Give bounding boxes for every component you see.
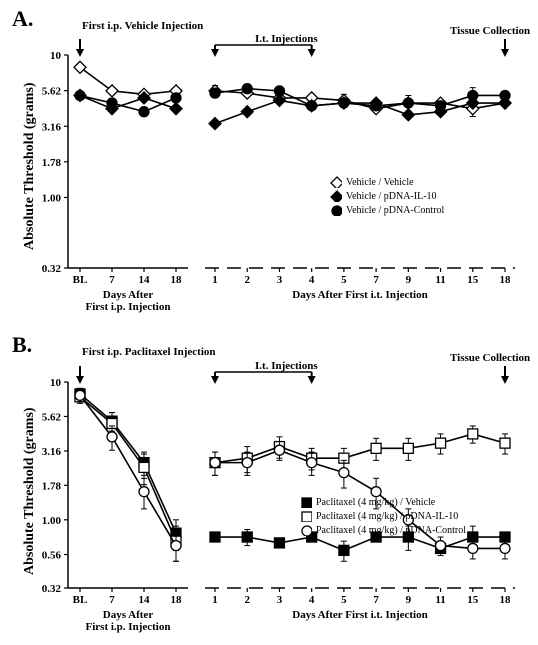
legend-label: Vehicle / pDNA-IL-10	[346, 191, 437, 202]
svg-text:First i.p. Injection: First i.p. Injection	[86, 621, 171, 633]
legend-item: Paclitaxel (4 mg/kg) / pDNA-Control	[300, 523, 466, 537]
svg-text:18: 18	[500, 274, 512, 286]
svg-text:4: 4	[309, 594, 315, 606]
svg-text:1.78: 1.78	[42, 480, 62, 492]
svg-text:Days After: Days After	[103, 609, 154, 621]
legend-label: Vehicle / pDNA-Control	[346, 205, 444, 216]
svg-text:1.78: 1.78	[42, 157, 62, 169]
svg-text:15: 15	[467, 594, 479, 606]
figure: A. Absolute Threshold (grams) First i.p.…	[0, 0, 538, 645]
legend-item: Vehicle / Vehicle	[330, 175, 444, 189]
svg-text:5.62: 5.62	[42, 86, 62, 98]
svg-text:7: 7	[373, 274, 379, 286]
svg-text:2: 2	[244, 274, 250, 286]
svg-text:3.16: 3.16	[42, 446, 62, 458]
svg-text:15: 15	[467, 274, 479, 286]
svg-text:1.00: 1.00	[42, 192, 62, 204]
legend-item: Vehicle / pDNA-Control	[330, 203, 444, 217]
svg-text:9: 9	[406, 274, 412, 286]
svg-text:Days After First i.t. Injecti: Days After First i.t. Injection	[292, 609, 427, 621]
svg-text:10: 10	[50, 50, 62, 62]
panel-b: B. Absolute Threshold (grams) First i.p.…	[0, 330, 538, 645]
svg-text:5: 5	[341, 274, 347, 286]
svg-text:4: 4	[309, 274, 315, 286]
svg-text:3: 3	[277, 594, 283, 606]
svg-text:BL: BL	[73, 594, 88, 606]
legend-item: Vehicle / pDNA-IL-10	[330, 189, 444, 203]
panel-a-legend: Vehicle / Vehicle Vehicle / pDNA-IL-10 Veh…	[330, 175, 444, 217]
svg-text:7: 7	[109, 274, 115, 286]
svg-text:18: 18	[500, 594, 512, 606]
svg-text:0.56: 0.56	[42, 550, 62, 562]
svg-text:7: 7	[109, 594, 115, 606]
svg-text:BL: BL	[73, 274, 88, 286]
svg-text:0.32: 0.32	[42, 263, 62, 275]
svg-text:3: 3	[277, 274, 283, 286]
legend-label: Paclitaxel (4 mg/kg) / pDNA-Control	[316, 525, 466, 536]
svg-text:Days After First i.t. Injecti: Days After First i.t. Injection	[292, 289, 427, 301]
panel-a: A. Absolute Threshold (grams) First i.p.…	[0, 0, 538, 330]
legend-label: Vehicle / Vehicle	[346, 177, 414, 188]
svg-text:5.62: 5.62	[42, 411, 62, 423]
panel-b-legend: Paclitaxel (4 mg/kg) / Vehicle Paclitaxel…	[300, 495, 466, 537]
svg-text:1.00: 1.00	[42, 515, 62, 527]
panel-b-chart: 0.320.561.001.783.165.6210BL71418Days Af…	[0, 330, 538, 645]
svg-text:Days After: Days After	[103, 289, 154, 301]
svg-text:1: 1	[212, 594, 218, 606]
svg-text:11: 11	[435, 274, 445, 286]
svg-text:11: 11	[435, 594, 445, 606]
svg-text:14: 14	[139, 594, 151, 606]
legend-item: Paclitaxel (4 mg/kg) / pDNA-IL-10	[300, 509, 466, 523]
svg-text:5: 5	[341, 594, 347, 606]
svg-text:7: 7	[373, 594, 379, 606]
legend-item: Paclitaxel (4 mg/kg) / Vehicle	[300, 495, 466, 509]
svg-text:18: 18	[171, 274, 183, 286]
svg-text:3.16: 3.16	[42, 121, 62, 133]
panel-a-chart: 0.321.001.783.165.6210BL71418Days AfterF…	[0, 0, 538, 330]
svg-text:9: 9	[406, 594, 412, 606]
legend-label: Paclitaxel (4 mg/kg) / Vehicle	[316, 497, 435, 508]
svg-text:10: 10	[50, 377, 62, 389]
svg-text:First i.p. Injection: First i.p. Injection	[86, 301, 171, 313]
legend-label: Paclitaxel (4 mg/kg) / pDNA-IL-10	[316, 511, 458, 522]
svg-text:2: 2	[244, 594, 250, 606]
svg-text:18: 18	[171, 594, 183, 606]
svg-text:1: 1	[212, 274, 218, 286]
svg-text:0.32: 0.32	[42, 583, 62, 595]
svg-text:14: 14	[139, 274, 151, 286]
